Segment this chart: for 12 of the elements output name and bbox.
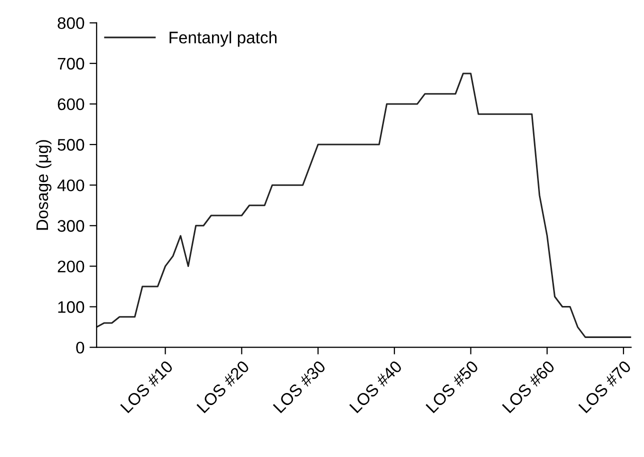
y-tick-label: 100 [58, 301, 84, 313]
line-series [96, 72, 632, 338]
y-tick-label: 700 [58, 58, 84, 70]
y-tick-label: 600 [58, 98, 84, 110]
y-tick-label: 400 [57, 179, 84, 192]
legend-label: Fentanyl patch [170, 31, 277, 47]
y-tick-label: 500 [58, 138, 84, 151]
y-axis-title: Dosage (μg) [36, 140, 52, 230]
y-tick-label: 0 [76, 342, 84, 354]
y-tick-label: 300 [58, 220, 84, 232]
y-tick-label: 800 [58, 17, 84, 30]
y-tick-label: 200 [58, 260, 84, 272]
